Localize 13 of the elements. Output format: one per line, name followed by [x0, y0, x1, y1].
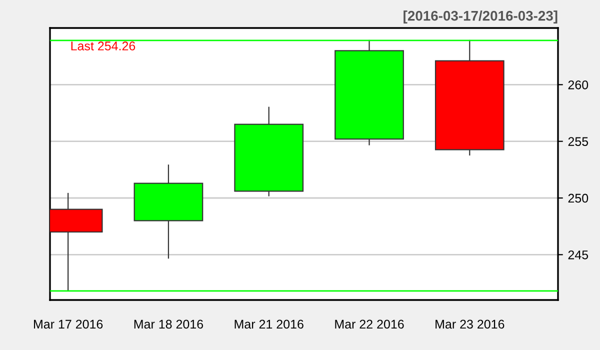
x-tick-label: Mar 18 2016 [134, 320, 204, 329]
candlestick [134, 164, 204, 259]
x-tick-label: Mar 17 2016 [34, 320, 103, 329]
y-tick-label: 255 [568, 137, 588, 146]
x-tick-label: Mar 22 2016 [335, 320, 404, 329]
x-tick-label: Mar 21 2016 [234, 320, 304, 329]
y-tick-label: 250 [568, 194, 588, 203]
y-tick-label: 260 [568, 80, 588, 90]
candlestick [234, 106, 304, 196]
annotation: Last 254.26 [71, 42, 136, 50]
y-tick-label: 245 [568, 250, 588, 260]
chart-subtitle: [2016-03-17/2016-03-23] [404, 10, 558, 24]
x-tick-label: Mar 23 2016 [436, 320, 504, 329]
